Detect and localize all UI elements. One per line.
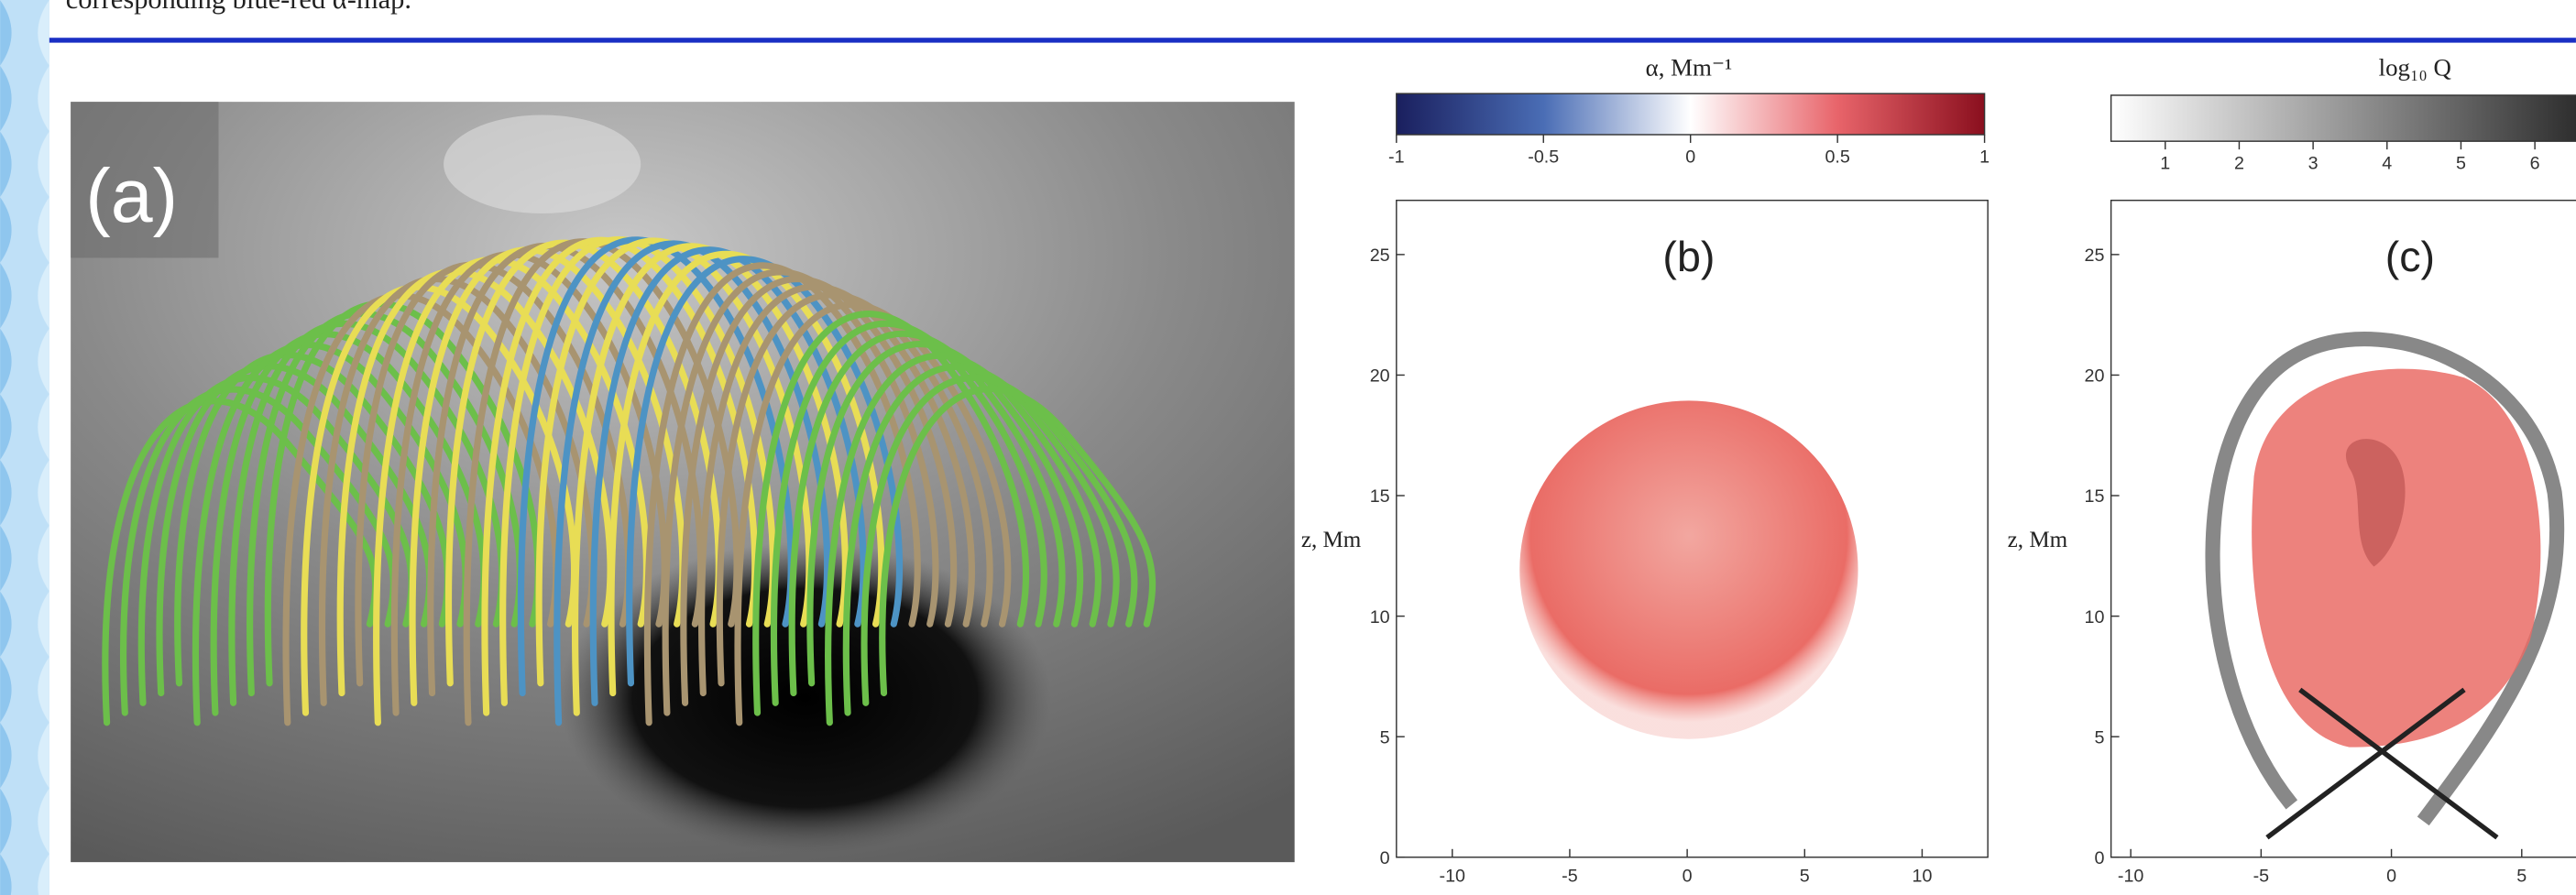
x-tick-label: 10 [1913, 867, 1933, 887]
x-tick-label: 0 [2386, 867, 2396, 887]
y-tick-label: 15 [2085, 486, 2105, 507]
header-rule [49, 38, 2576, 42]
y-axis-label: z, Mm [2008, 528, 2068, 552]
y-tick-label: 25 [1370, 246, 1390, 266]
y-axis-label: z, Mm [1301, 528, 1362, 552]
alpha-overlay [2252, 369, 2540, 748]
x-tick-label: 0 [1683, 867, 1693, 887]
colorbar-tick-label: 1 [1979, 147, 1990, 167]
colorbar [2111, 95, 2576, 141]
side-border [0, 0, 49, 895]
colorbar-tick-label: 0 [1685, 147, 1695, 167]
y-tick-label: 5 [1380, 727, 1390, 748]
y-tick-label: 10 [2085, 607, 2105, 628]
x-tick-label: -5 [1562, 867, 1578, 887]
y-tick-label: 20 [1370, 366, 1390, 387]
x-tick-label: 5 [2516, 867, 2527, 887]
colorbar-tick-label: 6 [2530, 154, 2540, 174]
x-tick-label: -10 [2118, 867, 2144, 887]
panel-label: (b) [1662, 233, 1715, 280]
page: {"header": {"text": "corresponding blue-… [0, 0, 2576, 895]
colorbar-tick-label: 4 [2382, 154, 2392, 174]
header-text: corresponding blue-red α-map. [66, 0, 411, 15]
y-tick-label: 15 [1370, 486, 1390, 507]
colorbar-tick-label: 2 [2234, 154, 2244, 174]
colorbar [1397, 93, 1985, 135]
colorbar-tick-label: 5 [2456, 154, 2466, 174]
y-tick-label: 0 [2094, 848, 2104, 868]
y-tick-label: 5 [2094, 727, 2104, 748]
colorbar-tick-label: -1 [1388, 147, 1405, 167]
x-tick-label: -5 [2253, 867, 2270, 887]
y-tick-label: 10 [1370, 607, 1390, 628]
glow [444, 115, 641, 213]
x-tick-label: -10 [1440, 867, 1466, 887]
colorbar-title: log₁₀ Q [2379, 53, 2451, 81]
slide: corresponding blue-red α-map. (a) α, Mm⁻… [0, 0, 2576, 895]
y-tick-label: 20 [2085, 366, 2105, 387]
colorbar-title: α, Mm⁻¹ [1646, 53, 1733, 81]
panel-label: (c) [2385, 233, 2435, 280]
panel-label: (a) [85, 154, 178, 238]
panel-a: (a) [71, 102, 1295, 862]
colorbar-tick-label: 0.5 [1825, 147, 1849, 167]
colorbar-tick-label: -0.5 [1528, 147, 1559, 167]
x-tick-label: 5 [1800, 867, 1810, 887]
colorbar-tick-label: 3 [2308, 154, 2318, 174]
colorbar-tick-label: 1 [2160, 154, 2170, 174]
alpha-disk [1519, 400, 1858, 738]
panel-c: log₁₀ Q (c) z, Mm [2008, 53, 2576, 857]
y-tick-label: 25 [2085, 246, 2105, 266]
y-tick-label: 0 [1380, 848, 1390, 868]
